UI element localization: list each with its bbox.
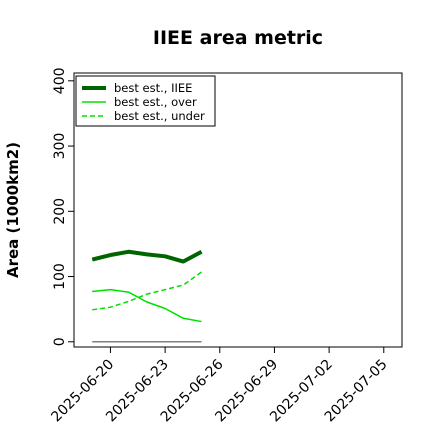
y-axis: 0 100 200 300 400 — [52, 67, 74, 346]
series-layer — [91, 249, 203, 343]
series-line-0 — [91, 249, 203, 264]
y-tick-label: 100 — [52, 263, 68, 290]
legend-label: best est., over — [114, 95, 197, 109]
series-line-2 — [92, 271, 202, 311]
y-tick-label: 300 — [52, 133, 68, 160]
y-tick-label: 400 — [52, 67, 68, 94]
series-line-1 — [92, 288, 202, 323]
legend-box — [75, 75, 216, 127]
legend-label: best est., under — [114, 109, 205, 123]
legend-label: best est., IIEE — [114, 81, 192, 95]
y-axis-label: Area (1000km2) — [4, 142, 22, 278]
y-tick-label: 200 — [52, 198, 68, 225]
plot-frame — [73, 72, 403, 348]
chart-title: IIEE area metric — [153, 27, 323, 49]
y-tick-label: 0 — [52, 337, 68, 346]
